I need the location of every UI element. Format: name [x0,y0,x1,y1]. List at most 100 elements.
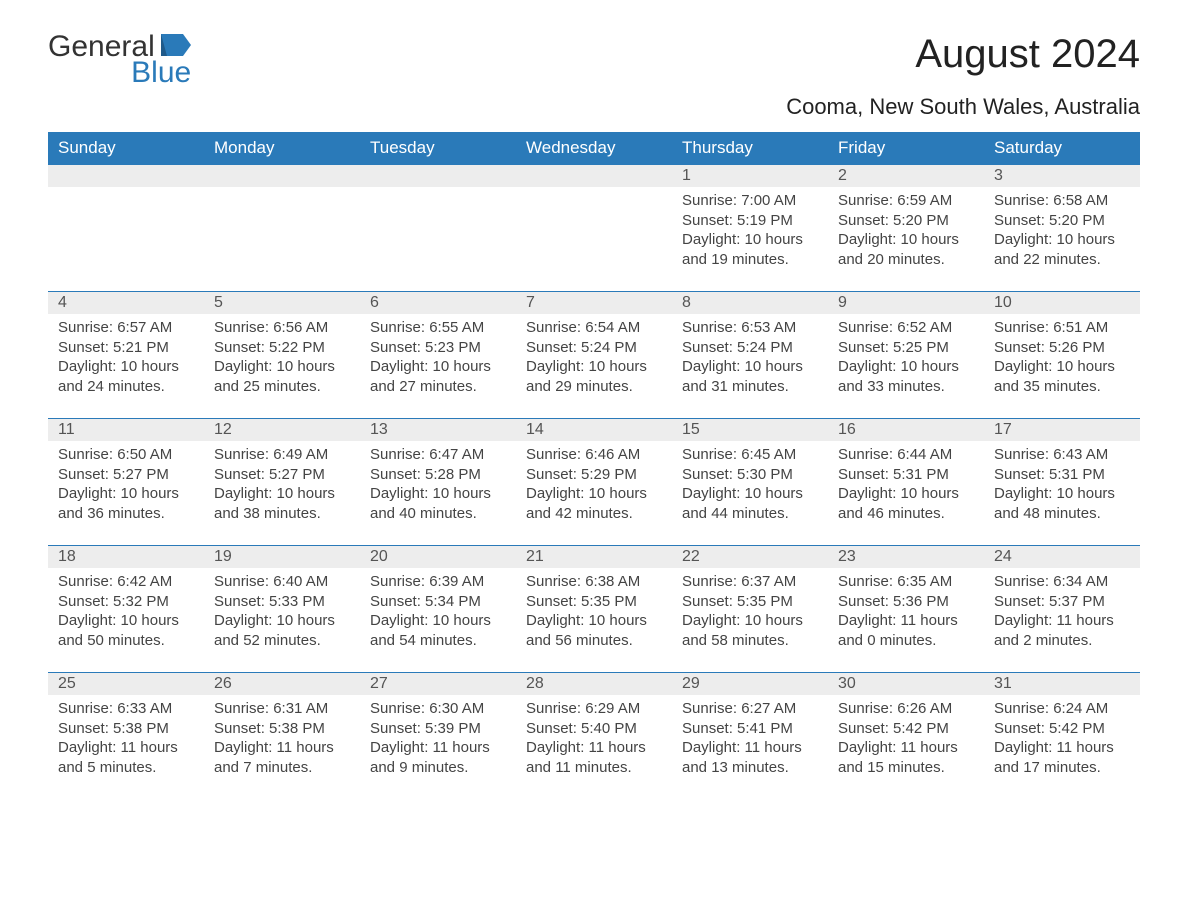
day-number: 10 [984,292,1140,314]
day-details: Sunrise: 6:51 AMSunset: 5:26 PMDaylight:… [984,314,1140,418]
day-number: 21 [516,546,672,568]
day-number-empty [48,165,204,187]
day-cell: 9Sunrise: 6:52 AMSunset: 5:25 PMDaylight… [828,292,984,419]
day-number: 2 [828,165,984,187]
empty-day-cell [204,165,360,292]
day-details: Sunrise: 6:43 AMSunset: 5:31 PMDaylight:… [984,441,1140,545]
day-cell: 29Sunrise: 6:27 AMSunset: 5:41 PMDayligh… [672,673,828,800]
day-details: Sunrise: 6:46 AMSunset: 5:29 PMDaylight:… [516,441,672,545]
day-number: 16 [828,419,984,441]
day-cell: 31Sunrise: 6:24 AMSunset: 5:42 PMDayligh… [984,673,1140,800]
page-title: August 2024 [915,32,1140,77]
day-number: 1 [672,165,828,187]
weekday-header: Tuesday [360,132,516,165]
day-details: Sunrise: 6:53 AMSunset: 5:24 PMDaylight:… [672,314,828,418]
calendar-row: 1Sunrise: 7:00 AMSunset: 5:19 PMDaylight… [48,165,1140,292]
day-cell: 7Sunrise: 6:54 AMSunset: 5:24 PMDaylight… [516,292,672,419]
day-cell: 26Sunrise: 6:31 AMSunset: 5:38 PMDayligh… [204,673,360,800]
day-cell: 27Sunrise: 6:30 AMSunset: 5:39 PMDayligh… [360,673,516,800]
day-cell: 2Sunrise: 6:59 AMSunset: 5:20 PMDaylight… [828,165,984,292]
day-details: Sunrise: 6:44 AMSunset: 5:31 PMDaylight:… [828,441,984,545]
day-number: 3 [984,165,1140,187]
day-number: 18 [48,546,204,568]
day-number: 7 [516,292,672,314]
day-number-empty [204,165,360,187]
day-cell: 4Sunrise: 6:57 AMSunset: 5:21 PMDaylight… [48,292,204,419]
day-number: 22 [672,546,828,568]
day-details: Sunrise: 6:26 AMSunset: 5:42 PMDaylight:… [828,695,984,799]
day-cell: 13Sunrise: 6:47 AMSunset: 5:28 PMDayligh… [360,419,516,546]
day-details: Sunrise: 7:00 AMSunset: 5:19 PMDaylight:… [672,187,828,291]
day-number: 13 [360,419,516,441]
day-number: 26 [204,673,360,695]
calendar-table: SundayMondayTuesdayWednesdayThursdayFrid… [48,132,1140,799]
day-cell: 28Sunrise: 6:29 AMSunset: 5:40 PMDayligh… [516,673,672,800]
day-cell: 23Sunrise: 6:35 AMSunset: 5:36 PMDayligh… [828,546,984,673]
day-cell: 11Sunrise: 6:50 AMSunset: 5:27 PMDayligh… [48,419,204,546]
day-details: Sunrise: 6:52 AMSunset: 5:25 PMDaylight:… [828,314,984,418]
day-cell: 1Sunrise: 7:00 AMSunset: 5:19 PMDaylight… [672,165,828,292]
weekday-header: Monday [204,132,360,165]
day-number: 31 [984,673,1140,695]
weekday-header-row: SundayMondayTuesdayWednesdayThursdayFrid… [48,132,1140,165]
day-cell: 17Sunrise: 6:43 AMSunset: 5:31 PMDayligh… [984,419,1140,546]
day-cell: 10Sunrise: 6:51 AMSunset: 5:26 PMDayligh… [984,292,1140,419]
day-number: 9 [828,292,984,314]
empty-day-cell [48,165,204,292]
day-details: Sunrise: 6:37 AMSunset: 5:35 PMDaylight:… [672,568,828,672]
empty-day-cell [516,165,672,292]
page-subtitle: Cooma, New South Wales, Australia [48,94,1140,120]
calendar-body: 1Sunrise: 7:00 AMSunset: 5:19 PMDaylight… [48,165,1140,800]
calendar-row: 11Sunrise: 6:50 AMSunset: 5:27 PMDayligh… [48,419,1140,546]
day-details: Sunrise: 6:24 AMSunset: 5:42 PMDaylight:… [984,695,1140,799]
day-cell: 6Sunrise: 6:55 AMSunset: 5:23 PMDaylight… [360,292,516,419]
day-number: 30 [828,673,984,695]
weekday-header: Sunday [48,132,204,165]
day-cell: 30Sunrise: 6:26 AMSunset: 5:42 PMDayligh… [828,673,984,800]
day-cell: 20Sunrise: 6:39 AMSunset: 5:34 PMDayligh… [360,546,516,673]
day-details: Sunrise: 6:33 AMSunset: 5:38 PMDaylight:… [48,695,204,799]
logo-text-block: General Blue [48,32,191,88]
day-number: 12 [204,419,360,441]
day-details: Sunrise: 6:54 AMSunset: 5:24 PMDaylight:… [516,314,672,418]
day-cell: 5Sunrise: 6:56 AMSunset: 5:22 PMDaylight… [204,292,360,419]
day-details: Sunrise: 6:42 AMSunset: 5:32 PMDaylight:… [48,568,204,672]
day-details: Sunrise: 6:50 AMSunset: 5:27 PMDaylight:… [48,441,204,545]
day-cell: 16Sunrise: 6:44 AMSunset: 5:31 PMDayligh… [828,419,984,546]
day-details: Sunrise: 6:56 AMSunset: 5:22 PMDaylight:… [204,314,360,418]
day-cell: 3Sunrise: 6:58 AMSunset: 5:20 PMDaylight… [984,165,1140,292]
day-cell: 8Sunrise: 6:53 AMSunset: 5:24 PMDaylight… [672,292,828,419]
day-details: Sunrise: 6:47 AMSunset: 5:28 PMDaylight:… [360,441,516,545]
calendar-row: 18Sunrise: 6:42 AMSunset: 5:32 PMDayligh… [48,546,1140,673]
day-number: 19 [204,546,360,568]
header: General Blue August 2024 [48,32,1140,88]
day-details: Sunrise: 6:29 AMSunset: 5:40 PMDaylight:… [516,695,672,799]
day-number: 23 [828,546,984,568]
weekday-header: Saturday [984,132,1140,165]
day-cell: 24Sunrise: 6:34 AMSunset: 5:37 PMDayligh… [984,546,1140,673]
day-details: Sunrise: 6:38 AMSunset: 5:35 PMDaylight:… [516,568,672,672]
day-details: Sunrise: 6:27 AMSunset: 5:41 PMDaylight:… [672,695,828,799]
day-number: 24 [984,546,1140,568]
day-number: 5 [204,292,360,314]
day-cell: 19Sunrise: 6:40 AMSunset: 5:33 PMDayligh… [204,546,360,673]
weekday-header: Friday [828,132,984,165]
day-number: 15 [672,419,828,441]
day-number: 25 [48,673,204,695]
day-number: 14 [516,419,672,441]
day-number-empty [516,165,672,187]
day-number: 27 [360,673,516,695]
day-details: Sunrise: 6:49 AMSunset: 5:27 PMDaylight:… [204,441,360,545]
day-details: Sunrise: 6:31 AMSunset: 5:38 PMDaylight:… [204,695,360,799]
day-number: 20 [360,546,516,568]
day-details: Sunrise: 6:34 AMSunset: 5:37 PMDaylight:… [984,568,1140,672]
day-number: 17 [984,419,1140,441]
day-details: Sunrise: 6:55 AMSunset: 5:23 PMDaylight:… [360,314,516,418]
empty-day-cell [360,165,516,292]
day-cell: 25Sunrise: 6:33 AMSunset: 5:38 PMDayligh… [48,673,204,800]
calendar-row: 25Sunrise: 6:33 AMSunset: 5:38 PMDayligh… [48,673,1140,800]
day-number: 28 [516,673,672,695]
day-details: Sunrise: 6:39 AMSunset: 5:34 PMDaylight:… [360,568,516,672]
day-details: Sunrise: 6:45 AMSunset: 5:30 PMDaylight:… [672,441,828,545]
day-cell: 18Sunrise: 6:42 AMSunset: 5:32 PMDayligh… [48,546,204,673]
